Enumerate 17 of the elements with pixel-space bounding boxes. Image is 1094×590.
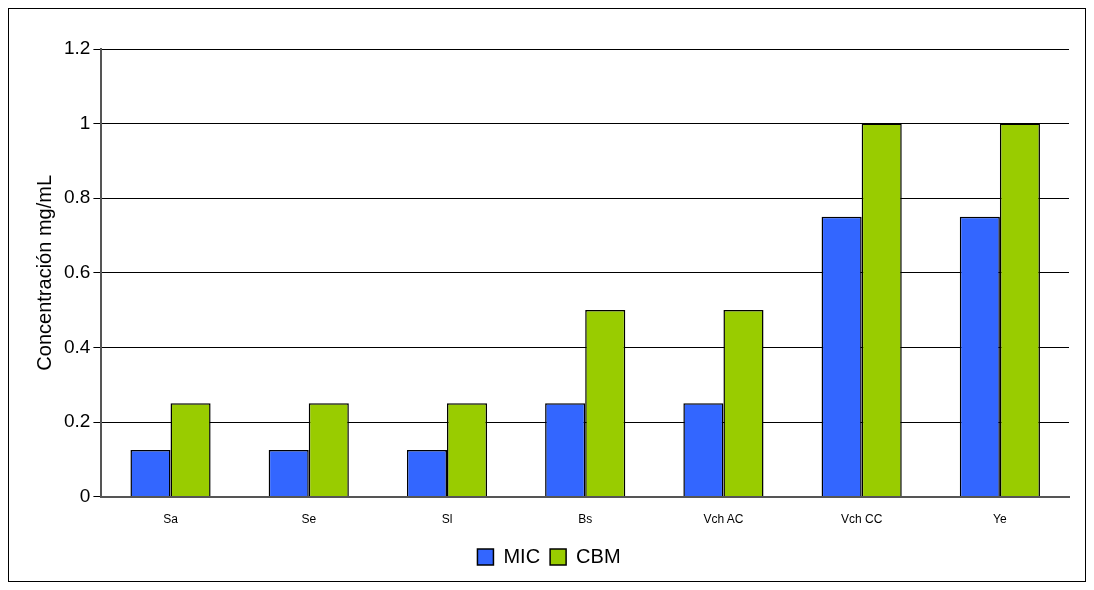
y-tick-label: 0: [79, 484, 91, 506]
x-tick-label: Ye: [993, 512, 1007, 527]
y-tick-label: 0.2: [63, 410, 91, 432]
legend-label: CBM: [576, 544, 621, 567]
y-axis-title: Concentración mg/mL: [32, 174, 55, 371]
legend-label: MIC: [503, 544, 541, 567]
y-tick-label: 1: [79, 111, 91, 133]
x-tick-label: Vch AC: [703, 512, 744, 527]
y-tick-label: 0.6: [63, 261, 91, 283]
x-tick-label: Sa: [163, 512, 179, 527]
x-tick-label: Sl: [441, 512, 453, 527]
x-tick-label: Bs: [578, 512, 593, 527]
y-tick-label: 0.4: [63, 335, 91, 357]
x-tick-label: Vch CC: [840, 512, 883, 527]
y-tick-label: 1.2: [63, 37, 91, 59]
x-tick-label: Se: [301, 512, 317, 527]
y-tick-label: 0.8: [63, 186, 91, 208]
